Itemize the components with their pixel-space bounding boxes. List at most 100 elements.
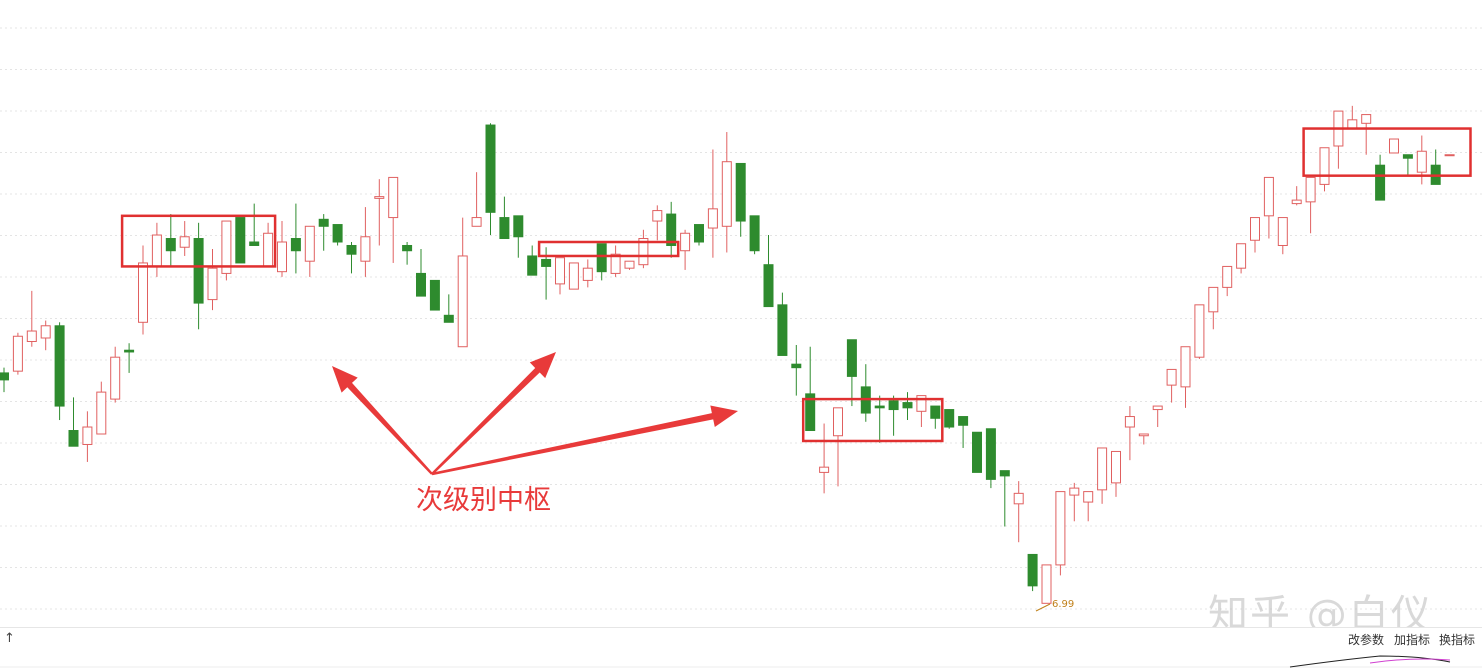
candle-down [513,215,524,238]
candle-up [1222,265,1233,288]
candle-down [596,243,607,273]
candle-up [96,391,107,435]
indicator-line-magenta [1369,658,1451,664]
candle-up [374,196,385,199]
pivot-box [801,397,944,443]
candle-up [582,267,593,281]
candle-up [1291,199,1302,205]
candle-up [1263,176,1274,217]
candle-down [1375,164,1386,201]
candle-down [0,372,9,381]
candle-down [485,124,496,213]
candle-down [527,255,538,276]
candle-down [68,430,79,447]
candle-up [360,236,371,262]
candle-up [680,232,691,252]
candle-down [124,349,135,353]
candle-up [1124,416,1135,428]
candle-down [763,264,774,308]
candle-up [833,407,843,437]
candle-down [499,217,510,240]
candle-up [1166,368,1177,386]
annotation-label: 次级别中枢 [416,485,551,516]
candle-down [54,325,65,407]
candle-down [429,279,440,311]
candle-up [471,217,482,227]
candle-down [694,224,704,243]
candle-down [402,244,413,252]
candle-down [985,428,996,480]
candle-down [874,405,885,409]
candle-up [221,220,232,274]
candle-up [1097,447,1108,491]
candle-up [1055,491,1066,566]
candle-up [638,238,649,266]
candle-up [1444,154,1455,157]
add-indicator-button[interactable]: 加指标 [1394,633,1431,647]
pivot-box [537,240,680,258]
candle-down [930,405,941,419]
candle-up [1277,217,1288,246]
candle-down [416,272,426,297]
candle-up [624,260,635,269]
candle-up [304,225,315,262]
candle-down [972,431,982,473]
candle-up [1361,114,1372,124]
candle-down [666,213,677,246]
candle-down [902,402,913,409]
candle-down [235,217,246,264]
candle-down [1027,553,1038,587]
candle-up [1208,286,1219,313]
candle-up [151,234,162,267]
candle-up [12,335,23,372]
candle-up [652,210,663,222]
candle-down [749,215,760,252]
candle-down [846,339,857,377]
candle-up [1194,304,1205,358]
candle-down [318,218,329,227]
candle-up [1041,564,1052,604]
candle-up [1347,119,1358,130]
low-price-label: 6.99 [1052,599,1074,610]
pivot-box [120,214,277,268]
candle-down [735,162,746,222]
candle-up [1416,150,1427,173]
candlestick-series [0,105,1455,604]
candle-down [999,470,1010,477]
pivot-boxes [120,127,1472,443]
candle-up [1013,492,1024,505]
indicator-toolbar: ↑ 改参数 加指标 换指标 [0,627,1482,650]
candle-up [555,257,565,285]
indicator-line-black [1289,655,1451,668]
candle-down [443,314,454,323]
candle-up [277,241,287,273]
candle-up [207,267,218,301]
candle-down [777,304,788,356]
candle-down [290,238,301,252]
candle-up [1111,450,1121,484]
up-arrow-icon[interactable]: ↑ [4,631,15,646]
annotation-arrow [431,405,738,476]
candle-up [610,253,621,274]
candle-up [819,466,830,473]
grid-lines [0,27,1482,610]
candle-down [888,400,899,411]
annotation-arrow [431,352,556,475]
candle-up [1152,405,1163,411]
change-params-button[interactable]: 改参数 [1348,633,1385,647]
indicator-panel [0,655,1482,668]
candle-down [805,393,816,432]
candle-up [721,161,732,227]
candle-up [263,232,274,267]
candle-down [958,416,969,426]
low-price-leader [1035,603,1051,612]
candle-down [541,258,552,267]
candle-down [165,238,176,252]
candle-up [916,395,927,412]
candle-up [1305,176,1316,203]
candle-up [568,262,579,290]
candle-up [388,176,399,219]
switch-indicator-button[interactable]: 换指标 [1439,633,1476,647]
candle-down [1402,154,1413,159]
candle-up [82,426,93,445]
